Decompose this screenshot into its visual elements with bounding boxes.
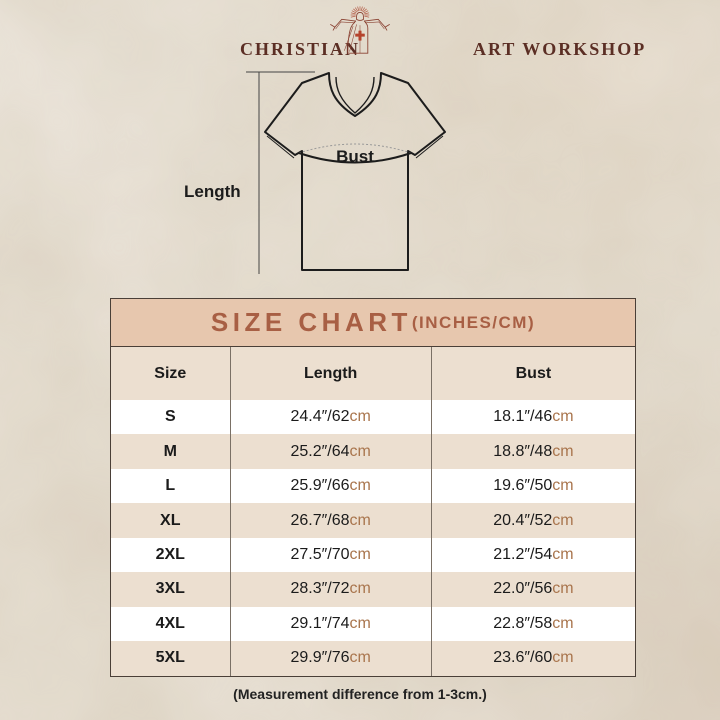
svg-text:Length: Length bbox=[184, 182, 241, 201]
svg-text:Bust: Bust bbox=[336, 147, 374, 166]
